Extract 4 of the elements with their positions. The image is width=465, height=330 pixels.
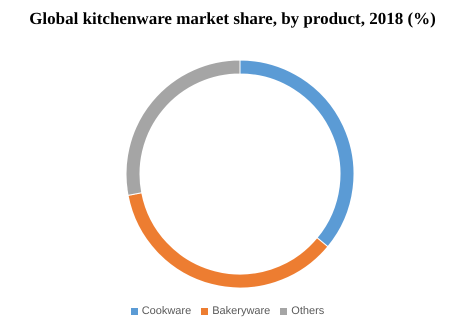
legend-label: Cookware (142, 305, 192, 317)
legend-label: Others (291, 305, 324, 317)
chart-title: Global kitchenware market share, by product, 2018 (%) (28, 8, 437, 30)
legend-label: Bakeryware (212, 305, 270, 317)
